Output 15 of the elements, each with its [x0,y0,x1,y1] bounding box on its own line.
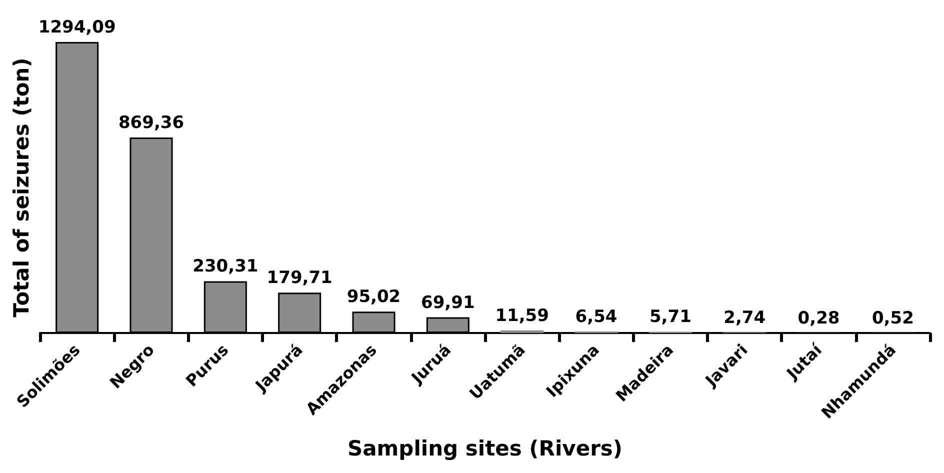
data-label: 0,52 [872,308,914,328]
y-axis-title: Total of seizures (ton) [10,58,34,318]
data-label: 0,28 [798,308,840,328]
data-label: 95,02 [346,287,401,308]
data-label: 2,74 [724,308,766,328]
data-label: 5,71 [649,307,692,328]
data-label: 869,36 [118,113,184,134]
data-label: 179,71 [266,268,332,288]
bar [500,330,544,333]
data-label: 69,91 [421,292,475,313]
data-label: 6,54 [575,307,618,328]
x-axis-title: Sampling sites (Rivers) [347,436,623,460]
data-label: 230,31 [192,256,258,277]
data-label: 11,59 [495,306,549,326]
data-label: 1294,09 [38,18,116,38]
